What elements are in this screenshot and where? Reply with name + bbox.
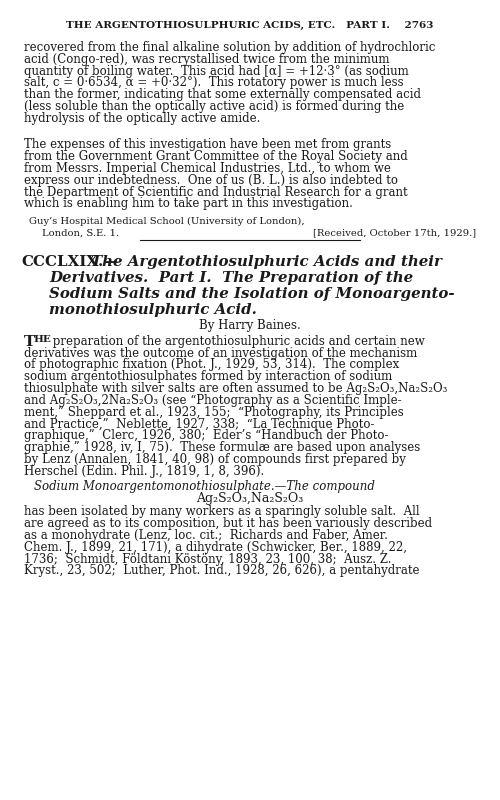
Text: 1736;  Schmidt, Földtani Köstöny, 1893, 23, 100, 38;  Ausz. Z.: 1736; Schmidt, Földtani Köstöny, 1893, 2… bbox=[24, 553, 392, 566]
Text: as a monohydrate (Lenz, loc. cit.;  Richards and Faber, Amer.: as a monohydrate (Lenz, loc. cit.; Richa… bbox=[24, 529, 388, 542]
Text: By Harry Baines.: By Harry Baines. bbox=[199, 319, 301, 332]
Text: THE ARGENTOTHIOSULPHURIC ACIDS, ETC.   PART I.    2763: THE ARGENTOTHIOSULPHURIC ACIDS, ETC. PAR… bbox=[66, 21, 434, 30]
Text: acid (Congo-red), was recrystallised twice from the minimum: acid (Congo-red), was recrystallised twi… bbox=[24, 53, 390, 66]
Text: ment,” Sheppard et al., 1923, 155;  “Photography, its Principles: ment,” Sheppard et al., 1923, 155; “Phot… bbox=[24, 406, 404, 418]
Text: express our indebtedness.  One of us (B. L.) is also indebted to: express our indebtedness. One of us (B. … bbox=[24, 174, 398, 186]
Text: sodium argentothiosulphates formed by interaction of sodium: sodium argentothiosulphates formed by in… bbox=[24, 370, 392, 383]
Text: (less soluble than the optically active acid) is formed during the: (less soluble than the optically active … bbox=[24, 100, 404, 113]
Text: of photographic fixation (Phot. J., 1929, 53, 314).  The complex: of photographic fixation (Phot. J., 1929… bbox=[24, 358, 399, 371]
Text: by Lenz (Annalen, 1841, 40, 98) of compounds first prepared by: by Lenz (Annalen, 1841, 40, 98) of compo… bbox=[24, 453, 406, 466]
Text: graphique,”  Clerc, 1926, 380;  Eder’s “Handbuch der Photo-: graphique,” Clerc, 1926, 380; Eder’s “Ha… bbox=[24, 430, 388, 442]
Text: The Argentothiosulphuric Acids and their: The Argentothiosulphuric Acids and their bbox=[90, 255, 442, 270]
Text: quantity of boiling water.  This acid had [α] = +12·3° (as sodium: quantity of boiling water. This acid had… bbox=[24, 65, 409, 78]
Text: the Department of Scientific and Industrial Research for a grant: the Department of Scientific and Industr… bbox=[24, 186, 407, 198]
Text: HE: HE bbox=[33, 334, 51, 344]
Text: [Received, October 17th, 1929.]: [Received, October 17th, 1929.] bbox=[313, 228, 476, 237]
Text: which is enabling him to take part in this investigation.: which is enabling him to take part in th… bbox=[24, 198, 353, 210]
Text: Chem. J., 1899, 21, 171), a dihydrate (Schwicker, Ber., 1889, 22,: Chem. J., 1899, 21, 171), a dihydrate (S… bbox=[24, 541, 407, 554]
Text: graphie,” 1928, iv, I, 75).  These formulæ are based upon analyses: graphie,” 1928, iv, I, 75). These formul… bbox=[24, 442, 420, 454]
Text: derivatives was the outcome of an investigation of the mechanism: derivatives was the outcome of an invest… bbox=[24, 346, 417, 359]
Text: The expenses of this investigation have been met from grants: The expenses of this investigation have … bbox=[24, 138, 391, 151]
Text: monothiosulphuric Acid.: monothiosulphuric Acid. bbox=[49, 303, 257, 318]
Text: from Messrs. Imperial Chemical Industries, Ltd., to whom we: from Messrs. Imperial Chemical Industrie… bbox=[24, 162, 391, 175]
Text: and Practice,”  Neblette, 1927, 338;  “La Technique Photo-: and Practice,” Neblette, 1927, 338; “La … bbox=[24, 418, 374, 430]
Text: Ag₂S₂O₃,Na₂S₂O₃: Ag₂S₂O₃,Na₂S₂O₃ bbox=[196, 492, 304, 505]
Text: hydrolysis of the optically active amide.: hydrolysis of the optically active amide… bbox=[24, 112, 260, 125]
Text: CCCLXIX.—: CCCLXIX.— bbox=[22, 255, 118, 270]
Text: Sodium Salts and the Isolation of Monoargento-: Sodium Salts and the Isolation of Monoar… bbox=[49, 287, 454, 302]
Text: T: T bbox=[24, 334, 35, 349]
Text: London, S.E. 1.: London, S.E. 1. bbox=[42, 228, 118, 237]
Text: Herschel (Edin. Phil. J., 1819, 1, 8, 396).: Herschel (Edin. Phil. J., 1819, 1, 8, 39… bbox=[24, 465, 264, 478]
Text: than the former, indicating that some externally compensated acid: than the former, indicating that some ex… bbox=[24, 88, 421, 102]
Text: Kryst., 23, 502;  Luther, Phot. Ind., 1928, 26, 626), a pentahydrate: Kryst., 23, 502; Luther, Phot. Ind., 192… bbox=[24, 564, 419, 578]
Text: are agreed as to its composition, but it has been variously described: are agreed as to its composition, but it… bbox=[24, 517, 432, 530]
Text: preparation of the argentothiosulphuric acids and certain new: preparation of the argentothiosulphuric … bbox=[49, 334, 425, 348]
Text: has been isolated by many workers as a sparingly soluble salt.  All: has been isolated by many workers as a s… bbox=[24, 505, 419, 518]
Text: Sodium Monoargentomonothiosulphate.—The compound: Sodium Monoargentomonothiosulphate.—The … bbox=[34, 480, 375, 493]
Text: from the Government Grant Committee of the Royal Society and: from the Government Grant Committee of t… bbox=[24, 150, 408, 163]
Text: thiosulphate with silver salts are often assumed to be Ag₂S₂O₃,Na₂S₂O₃: thiosulphate with silver salts are often… bbox=[24, 382, 448, 395]
Text: Derivatives.  Part I.  The Preparation of the: Derivatives. Part I. The Preparation of … bbox=[49, 271, 413, 286]
Text: and Ag₂S₂O₃,2Na₂S₂O₃ (see “Photography as a Scientific Imple-: and Ag₂S₂O₃,2Na₂S₂O₃ (see “Photography a… bbox=[24, 394, 402, 407]
Text: recovered from the final alkaline solution by addition of hydrochloric: recovered from the final alkaline soluti… bbox=[24, 41, 436, 54]
Text: Guy’s Hospital Medical School (University of London),: Guy’s Hospital Medical School (Universit… bbox=[29, 217, 304, 226]
Text: salt, c = 0·6534, α = +0·32°).  This rotatory power is much less: salt, c = 0·6534, α = +0·32°). This rota… bbox=[24, 77, 404, 90]
